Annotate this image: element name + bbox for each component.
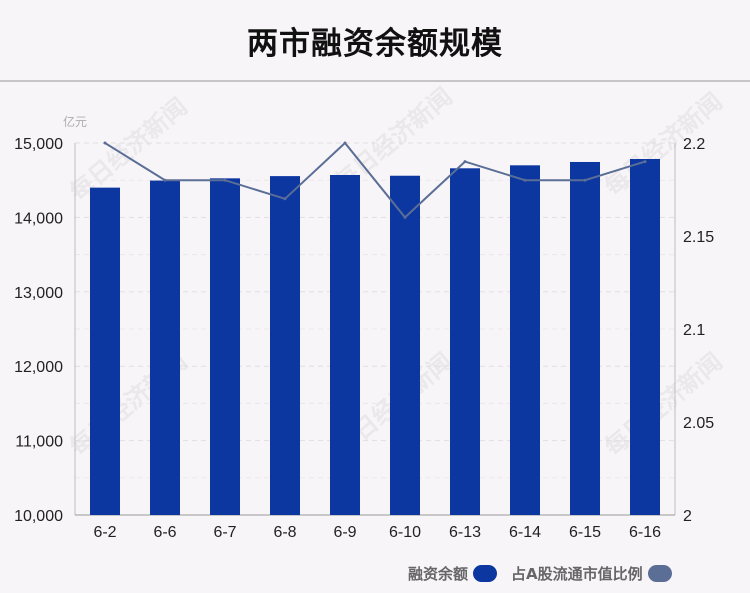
bar <box>630 158 660 515</box>
bar <box>510 165 540 515</box>
legend: 融资余额 占A股流通市值比例 <box>408 563 686 584</box>
ratio-point <box>223 178 227 182</box>
x-tick-label: 6-6 <box>153 524 176 541</box>
bar <box>150 180 180 515</box>
x-tick-label: 6-8 <box>273 524 296 541</box>
ratio-point <box>463 160 467 164</box>
y-tick-label-left: 15,000 <box>14 136 63 153</box>
bar <box>90 187 120 515</box>
legend-label-line: 占A股流通市值比例 <box>511 565 643 583</box>
ratio-point <box>583 178 587 182</box>
legend-item-bar: 融资余额 <box>408 563 498 584</box>
ratio-point <box>343 141 347 145</box>
y-tick-label-right: 2.15 <box>683 229 714 246</box>
title-divider <box>0 80 750 82</box>
x-tick-label: 6-15 <box>569 524 601 541</box>
x-tick-label: 6-16 <box>629 524 661 541</box>
legend-label-bar: 融资余额 <box>408 565 469 583</box>
bar <box>330 174 360 515</box>
ratio-line <box>104 141 646 219</box>
ratio-point <box>283 197 287 201</box>
y-tick-label-right: 2.2 <box>683 136 705 153</box>
y-tick-label-left: 12,000 <box>14 359 63 376</box>
legend-swatch-line <box>647 565 672 582</box>
x-tick-label: 6-10 <box>389 524 421 541</box>
y-tick-label-right: 2.05 <box>683 415 714 432</box>
bar <box>450 168 480 515</box>
y-tick-label-left: 14,000 <box>14 210 63 227</box>
y-tick-label-left: 11,000 <box>15 434 63 451</box>
ratio-point <box>523 178 527 182</box>
x-tick-label: 6-13 <box>449 524 481 541</box>
x-tick-label: 6-7 <box>213 524 236 541</box>
chart-title: 两市融资余额规模 <box>247 26 503 62</box>
bar <box>570 161 600 516</box>
bar <box>270 176 300 515</box>
legend-swatch-bar <box>473 565 498 582</box>
ratio-point <box>103 141 107 145</box>
y-tick-label-right: 2 <box>683 508 692 525</box>
x-tick-label: 6-9 <box>333 524 356 541</box>
y-tick-label-left: 13,000 <box>14 285 63 302</box>
ratio-point <box>643 160 647 164</box>
bar <box>210 178 240 515</box>
y-axis-unit-label: 亿元 <box>63 114 87 129</box>
y-tick-label-right: 2.1 <box>683 322 705 339</box>
ratio-point <box>163 178 167 182</box>
ratio-point <box>403 215 407 219</box>
x-tick-label: 6-14 <box>509 524 541 541</box>
legend-item-line: 占A股流通市值比例 <box>511 563 672 584</box>
y-tick-label-left: 10,000 <box>14 508 63 525</box>
bar <box>390 175 420 515</box>
x-tick-label: 6-2 <box>93 524 116 541</box>
